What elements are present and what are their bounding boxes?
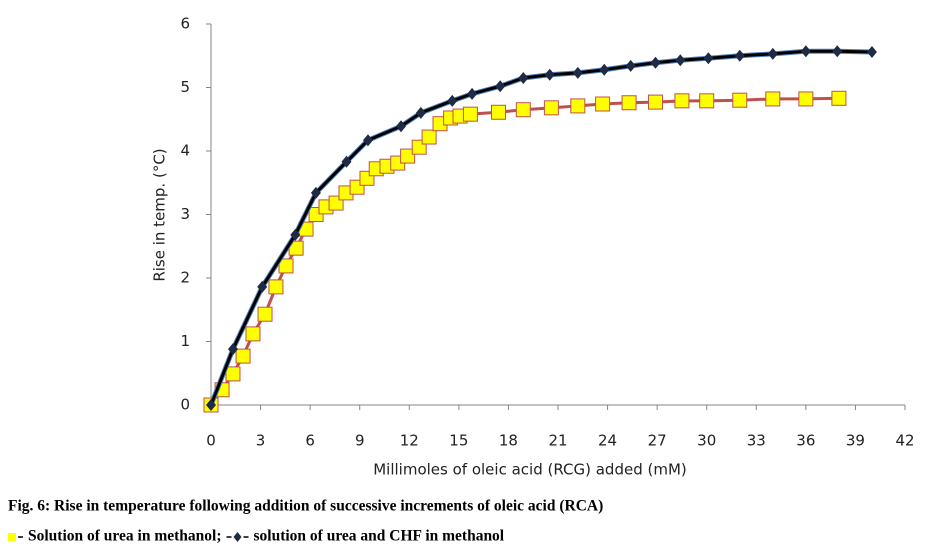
marker	[800, 45, 811, 58]
y-tick-label: 1	[180, 332, 190, 350]
marker	[290, 228, 301, 241]
y-tick-label: 2	[180, 269, 190, 287]
y-tick-label: 0	[180, 396, 190, 414]
x-axis-label: Millimoles of oleic acid (RCG) added (mM…	[373, 461, 687, 479]
marker	[832, 45, 843, 58]
marker	[447, 94, 458, 107]
x-tick-label: 24	[598, 432, 617, 450]
marker	[495, 80, 506, 93]
marker	[225, 366, 241, 382]
legend-marker	[233, 532, 242, 542]
legend-marker	[8, 533, 16, 541]
marker	[703, 52, 714, 65]
marker	[491, 104, 507, 120]
x-tick-label: 0	[206, 432, 216, 450]
x-tick-label: 39	[846, 432, 865, 450]
y-tick-label: 3	[180, 205, 190, 223]
x-tick-label: 6	[305, 432, 315, 450]
marker	[798, 91, 814, 107]
x-tick-label: 15	[449, 432, 468, 450]
marker	[647, 94, 663, 110]
marker	[467, 87, 478, 100]
marker	[732, 92, 748, 108]
marker	[245, 326, 261, 342]
marker	[257, 280, 268, 293]
marker	[400, 148, 416, 164]
marker	[310, 186, 321, 199]
caption: Fig. 6: Rise in temperature following ad…	[8, 498, 603, 515]
marker	[767, 47, 778, 60]
legend-separator: ;	[216, 528, 221, 545]
marker	[674, 93, 690, 109]
marker	[831, 90, 847, 106]
marker	[866, 45, 877, 58]
marker	[362, 134, 373, 147]
x-tick-label: 36	[796, 432, 815, 450]
y-tick-label: 5	[180, 78, 190, 96]
legend-label: Solution of urea in methanol	[28, 528, 217, 545]
x-tick-label: 42	[895, 432, 914, 450]
x-tick-label: 3	[256, 432, 266, 450]
marker	[268, 279, 284, 295]
x-tick-label: 27	[648, 432, 667, 450]
marker	[396, 120, 407, 133]
marker	[544, 68, 555, 81]
x-tick-label: 9	[355, 432, 365, 450]
marker	[515, 102, 531, 118]
x-tick-label: 18	[499, 432, 518, 450]
marker	[625, 59, 636, 72]
marker	[227, 343, 238, 356]
x-tick-label: 30	[697, 432, 716, 450]
marker	[257, 306, 273, 322]
y-axis-label: Rise in temp. (°C)	[151, 148, 169, 281]
marker	[734, 49, 745, 62]
marker	[206, 399, 216, 411]
x-tick-label: 12	[400, 432, 419, 450]
marker	[572, 66, 583, 79]
y-tick-label: 6	[180, 15, 190, 33]
series-line	[209, 96, 839, 406]
marker	[235, 348, 251, 364]
marker	[621, 95, 637, 111]
marker	[599, 63, 610, 76]
y-tick-label: 4	[180, 142, 190, 160]
marker	[341, 155, 352, 168]
legend-label: solution of urea and CHF in methanol	[254, 528, 505, 545]
marker	[650, 56, 661, 69]
marker	[570, 98, 586, 114]
marker	[765, 91, 781, 107]
marker	[421, 129, 437, 145]
legend: Solution of urea in methanol; solution of…	[8, 528, 505, 545]
marker	[415, 106, 426, 119]
marker	[462, 106, 478, 122]
marker	[278, 258, 294, 274]
marker	[675, 54, 686, 67]
x-tick-label: 21	[548, 432, 567, 450]
marker	[595, 96, 611, 112]
marker	[543, 100, 559, 116]
marker	[699, 93, 715, 109]
x-tick-label: 33	[747, 432, 766, 450]
marker	[518, 71, 529, 84]
